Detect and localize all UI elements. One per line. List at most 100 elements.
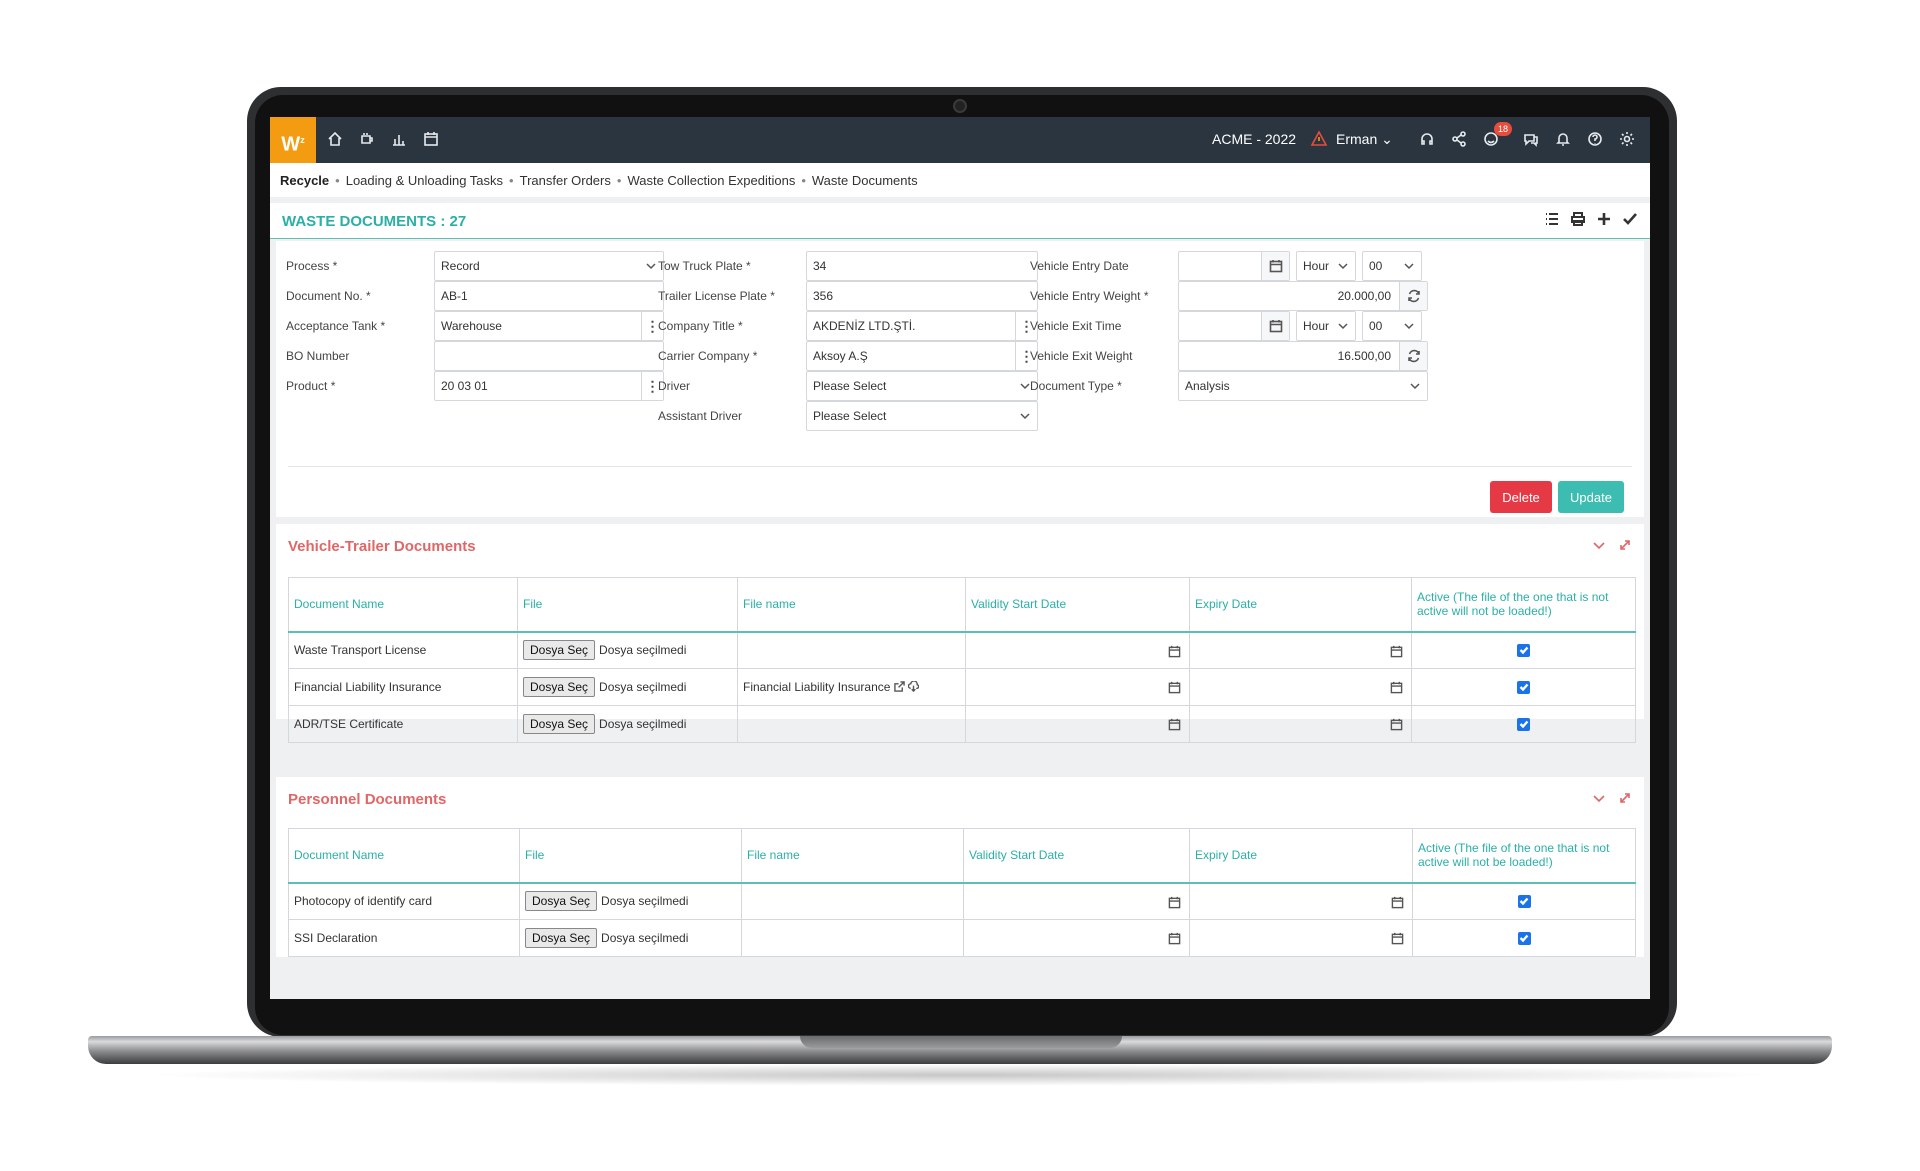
choose-file-button[interactable]: Dosya Seç [523, 677, 596, 697]
expand-icon[interactable] [1618, 538, 1632, 557]
section-title: Personnel Documents [288, 791, 447, 808]
validity-start-cell[interactable] [965, 668, 1190, 706]
validity-start-cell[interactable] [965, 631, 1190, 669]
print-icon[interactable] [1570, 211, 1586, 232]
calendar-icon[interactable] [1261, 312, 1289, 340]
chart-icon[interactable] [390, 129, 408, 149]
cloud-download-icon[interactable] [907, 680, 920, 694]
calendar-icon[interactable] [1390, 718, 1403, 731]
calendar-icon[interactable] [1390, 645, 1403, 658]
collapse-chevron-icon[interactable] [1592, 538, 1606, 557]
cup-icon[interactable] [358, 129, 376, 149]
refresh-icon[interactable] [1399, 282, 1427, 310]
help-icon[interactable] [1586, 129, 1604, 149]
assistant-driver-value: Please Select [813, 409, 887, 423]
document-no-input[interactable]: AB-1 [434, 281, 664, 311]
validity-start-cell[interactable] [963, 882, 1190, 920]
user-menu[interactable]: Erman ⌄ [1336, 131, 1393, 148]
tow-truck-plate-input[interactable]: 34 [806, 251, 1038, 281]
validity-start-cell[interactable] [963, 919, 1190, 957]
document-type-select[interactable]: Analysis [1178, 371, 1428, 401]
entry-hour-select[interactable]: Hour [1296, 251, 1356, 281]
headset-icon[interactable] [1418, 129, 1436, 149]
bell-icon[interactable] [1554, 129, 1572, 149]
more-vertical-icon[interactable]: ⋮ [1015, 342, 1037, 370]
driver-select[interactable]: Please Select [806, 371, 1038, 401]
expiry-date-cell[interactable] [1189, 631, 1412, 669]
expiry-date-cell[interactable] [1189, 668, 1412, 706]
company-label[interactable]: ACME - 2022 [1212, 131, 1297, 147]
choose-file-button[interactable]: Dosya Seç [523, 714, 596, 734]
gear-icon[interactable] [1618, 129, 1636, 149]
active-checkbox[interactable] [1517, 894, 1531, 908]
trailer-plate-label: Trailer License Plate * [658, 289, 775, 303]
breadcrumb-item[interactable]: Loading & Unloading Tasks [335, 173, 503, 188]
trailer-plate-input[interactable]: 356 [806, 281, 1038, 311]
table-row: SSI Declaration Dosya Seç Dosya seçilmedi [288, 919, 1636, 957]
breadcrumb-item[interactable]: Transfer Orders [509, 173, 611, 188]
external-link-icon[interactable] [893, 680, 905, 694]
calendar-icon[interactable] [1168, 896, 1181, 909]
acceptance-tank-input[interactable]: Warehouse ⋮ [434, 311, 664, 341]
choose-file-button[interactable]: Dosya Seç [525, 891, 598, 912]
product-input[interactable]: 20 03 01 ⋮ [434, 371, 664, 401]
chat-icon[interactable] [1522, 129, 1540, 149]
choose-file-button[interactable]: Dosya Seç [525, 928, 598, 948]
entry-date-input[interactable] [1178, 251, 1290, 281]
validity-start-cell[interactable] [965, 705, 1190, 743]
no-file-text: Dosya seçilmedi [599, 717, 687, 731]
calendar-icon[interactable] [422, 129, 440, 149]
active-checkbox[interactable] [1517, 931, 1531, 945]
refresh-icon[interactable] [1399, 342, 1427, 370]
list-icon[interactable] [1544, 211, 1560, 232]
breadcrumb-item[interactable]: Waste Documents [801, 173, 918, 188]
form-row: Trailer License Plate * 356 [658, 281, 1038, 311]
active-checkbox[interactable] [1517, 680, 1530, 694]
more-vertical-icon[interactable]: ⋮ [1015, 312, 1037, 340]
breadcrumb-item[interactable]: Recycle [280, 172, 330, 188]
expiry-date-cell[interactable] [1189, 705, 1412, 743]
exit-minute-select[interactable]: 00 [1362, 311, 1422, 341]
more-vertical-icon[interactable]: ⋮ [641, 372, 663, 400]
exit-date-input[interactable] [1178, 311, 1290, 341]
share-icon[interactable] [1450, 129, 1468, 149]
calendar-icon[interactable] [1168, 681, 1181, 694]
calendar-icon[interactable] [1261, 252, 1289, 280]
expiry-date-cell[interactable] [1189, 919, 1413, 957]
smiley-icon[interactable]: 18 [1482, 122, 1512, 149]
calendar-icon[interactable] [1390, 681, 1403, 694]
choose-file-button[interactable]: Dosya Seç [523, 640, 596, 661]
assistant-driver-select[interactable]: Please Select [806, 401, 1038, 431]
calendar-icon[interactable] [1391, 932, 1404, 945]
delete-button[interactable]: Delete [1490, 481, 1552, 513]
expiry-date-cell[interactable] [1189, 882, 1413, 920]
calendar-icon[interactable] [1168, 645, 1181, 658]
table-row: Financial Liability Insurance Dosya Seç D… [288, 668, 1636, 706]
carrier-company-input[interactable]: Aksoy A.Ş ⋮ [806, 341, 1038, 371]
expand-icon[interactable] [1618, 791, 1632, 810]
bo-number-input[interactable] [434, 341, 664, 371]
active-checkbox[interactable] [1517, 717, 1530, 731]
column-header: File name [741, 828, 964, 884]
process-select[interactable]: Record [434, 251, 664, 281]
calendar-icon[interactable] [1168, 932, 1181, 945]
app-screen: Wz ACME - 2022 Erman ⌄ 18 Recycle Loadin… [270, 117, 1650, 999]
exit-hour-select[interactable]: Hour [1296, 311, 1356, 341]
entry-weight-input[interactable]: 20.000,00 [1178, 281, 1428, 311]
active-cell [1411, 705, 1636, 743]
update-button[interactable]: Update [1558, 481, 1624, 513]
entry-minute-select[interactable]: 00 [1362, 251, 1422, 281]
active-checkbox[interactable] [1517, 643, 1530, 657]
home-icon[interactable] [326, 129, 344, 149]
collapse-chevron-icon[interactable] [1592, 791, 1606, 810]
active-cell [1411, 668, 1636, 706]
more-vertical-icon[interactable]: ⋮ [641, 312, 663, 340]
calendar-icon[interactable] [1168, 718, 1181, 731]
calendar-icon[interactable] [1391, 896, 1404, 909]
exit-weight-input[interactable]: 16.500,00 [1178, 341, 1428, 371]
check-icon[interactable] [1622, 211, 1638, 232]
app-logo[interactable]: Wz [270, 117, 316, 163]
breadcrumb-item[interactable]: Waste Collection Expeditions [617, 173, 795, 188]
add-icon[interactable] [1596, 211, 1612, 232]
company-title-input[interactable]: AKDENİZ LTD.ŞTİ. ⋮ [806, 311, 1038, 341]
